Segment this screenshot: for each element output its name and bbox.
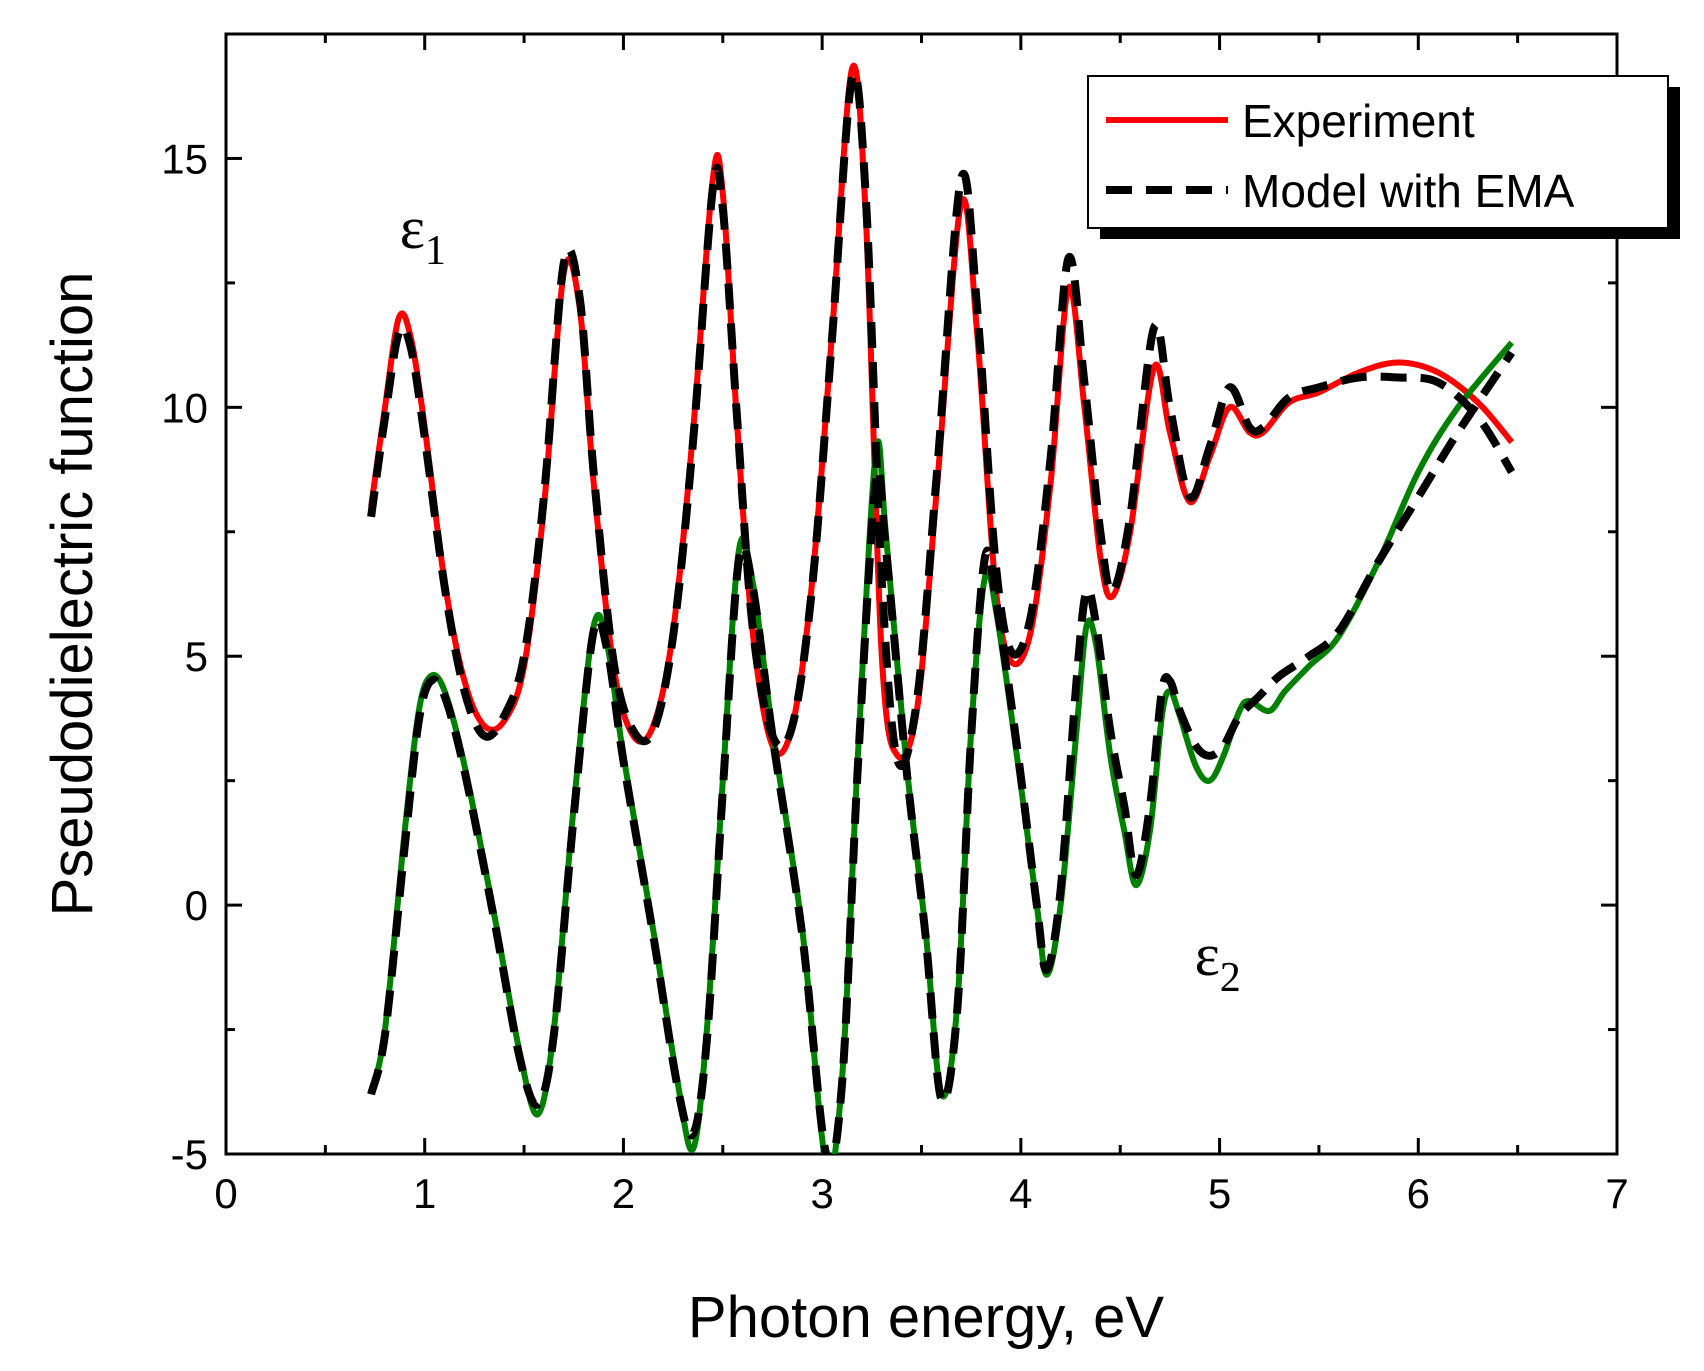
x-tick-label: 4 xyxy=(1009,1170,1032,1217)
x-axis-title: Photon energy, eV xyxy=(688,1285,1164,1350)
x-tick-label: 5 xyxy=(1208,1170,1231,1217)
y-tick-label: 0 xyxy=(185,882,208,929)
x-tick-label: 6 xyxy=(1407,1170,1430,1217)
curve-annotation-1-subscript: 1 xyxy=(425,228,446,274)
legend: Experiment Model with EMA xyxy=(1087,75,1680,239)
x-tick-label: 0 xyxy=(214,1170,237,1217)
x-tick-label: 2 xyxy=(612,1170,635,1217)
legend-box xyxy=(1087,75,1669,229)
curves xyxy=(367,62,1516,1154)
curve-annotation-2: ε2 xyxy=(1195,922,1241,1001)
x-tick-label: 1 xyxy=(413,1170,436,1217)
x-tick-label: 3 xyxy=(810,1170,833,1217)
series-line-3 xyxy=(367,350,1516,1154)
legend-label-model: Model with EMA xyxy=(1242,165,1575,217)
y-tick-label: -5 xyxy=(171,1131,208,1178)
y-axis-title: Pseudodielectric function xyxy=(40,272,105,917)
curve-annotation-2-subscript: 2 xyxy=(1220,955,1241,1001)
curve-annotation-1: ε1 xyxy=(400,195,446,274)
y-tick-label: 10 xyxy=(161,384,208,431)
series-line-2 xyxy=(367,69,1516,771)
y-tick-label: 15 xyxy=(161,135,208,182)
legend-label-experiment: Experiment xyxy=(1242,95,1475,147)
y-tick-label: 5 xyxy=(185,633,208,680)
x-tick-label: 7 xyxy=(1605,1170,1628,1217)
